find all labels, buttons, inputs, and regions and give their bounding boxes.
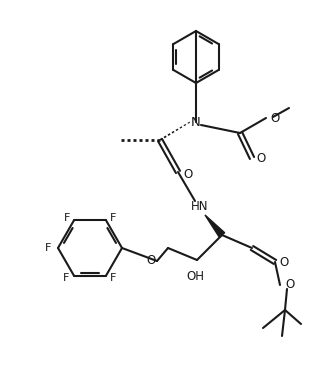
Text: HN: HN [191, 200, 209, 214]
Text: F: F [63, 273, 69, 283]
Text: F: F [45, 243, 51, 253]
Text: F: F [110, 213, 116, 223]
Text: O: O [256, 152, 266, 166]
Text: F: F [64, 213, 70, 223]
Text: OH: OH [186, 269, 204, 283]
Text: F: F [110, 273, 116, 283]
Text: O: O [270, 111, 279, 125]
Text: O: O [285, 279, 294, 291]
Text: N: N [191, 115, 201, 128]
Text: O: O [183, 168, 193, 180]
Polygon shape [205, 215, 225, 237]
Text: O: O [279, 257, 289, 269]
Text: O: O [146, 255, 156, 267]
